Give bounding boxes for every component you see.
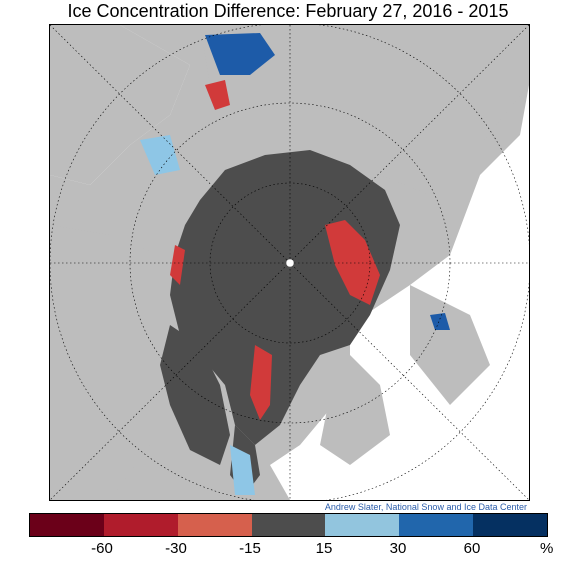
barents-kara-loss-region: [325, 220, 380, 305]
legend-tick-label: -60: [91, 540, 113, 557]
legend-tick-label: -15: [239, 540, 261, 557]
land-region: [50, 25, 190, 185]
credit-text: Andrew Slater, National Snow and Ice Dat…: [324, 502, 527, 512]
legend-tick-label: 15: [315, 540, 333, 557]
legend-color-segment: [473, 514, 548, 536]
barents-gain-region: [430, 313, 450, 330]
okhotsk-gain-region: [140, 135, 180, 175]
legend-color-segment: [103, 514, 178, 536]
east-greenland-loss-region: [250, 345, 272, 420]
north-pole-marker: [285, 258, 295, 268]
map-title: Ice Concentration Difference: February 2…: [67, 1, 509, 21]
canadian-archipelago-ice: [160, 325, 230, 465]
legend-color-segment: [30, 514, 104, 536]
legend-unit-label: %: [540, 540, 554, 557]
land-region: [50, 225, 170, 500]
legend-tick-label: 60: [463, 540, 481, 557]
color-legend-bar: [29, 513, 548, 537]
land-region: [200, 25, 529, 195]
legend-color-segment: [325, 514, 400, 536]
legend-color-segment: [251, 514, 326, 536]
bering-sea-gain-region: [205, 33, 275, 75]
polar-map-svg: [50, 25, 529, 500]
land-region: [320, 355, 390, 465]
bering-loss-region: [205, 80, 230, 110]
ice-concentration-map: [49, 24, 530, 501]
open-water-region: [270, 85, 529, 500]
legend-color-segment: [399, 514, 474, 536]
legend-tick-label: -30: [165, 540, 187, 557]
greenland-sea-loss-region: [170, 245, 185, 285]
legend-color-segment: [177, 514, 252, 536]
labrador-gain-region: [230, 445, 255, 495]
legend-tick-label: 30: [389, 540, 407, 557]
